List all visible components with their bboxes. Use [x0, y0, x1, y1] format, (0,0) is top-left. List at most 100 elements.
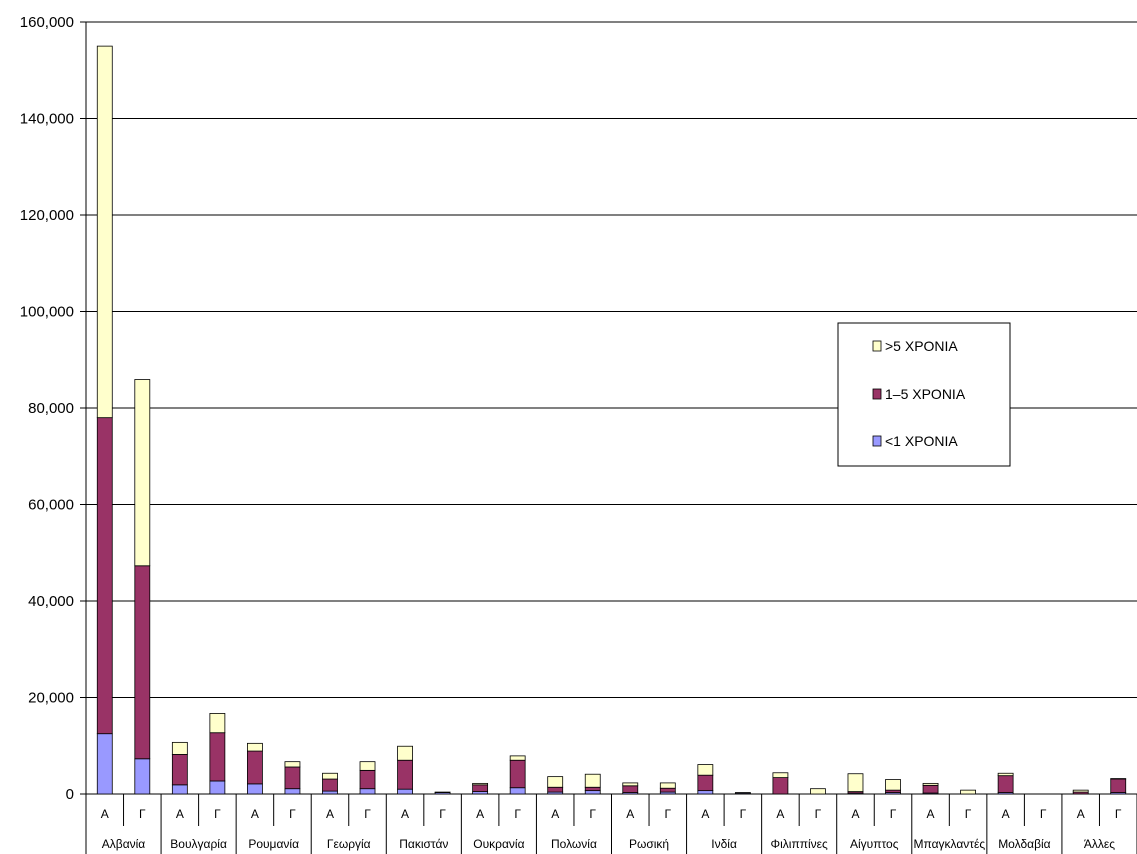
bar-segment	[397, 788, 413, 795]
bar-segment	[960, 789, 976, 795]
y-tick-label: 100,000	[20, 304, 74, 321]
y-tick-label: 60,000	[28, 497, 74, 514]
bar-segment	[1072, 789, 1089, 793]
bar-segment	[359, 769, 376, 790]
x-category-label: Ρωσική	[629, 837, 669, 851]
bar-segment	[247, 742, 263, 752]
bar-segment	[1110, 778, 1127, 793]
x-subcategory-label: Γ	[589, 807, 596, 821]
x-category-label: Βουλγαρία	[170, 837, 227, 851]
x-subcategory-label: Α	[1002, 807, 1010, 821]
bar-segment	[697, 790, 714, 795]
bars	[96, 45, 1127, 795]
bar-segment	[359, 761, 376, 771]
x-subcategory-label: Γ	[740, 807, 747, 821]
bar-segment	[772, 777, 789, 795]
bar-segment	[772, 772, 789, 778]
bar-segment	[997, 775, 1014, 793]
bar-segment	[547, 776, 564, 788]
x-category-label: Μπαγκλαντές	[913, 837, 985, 851]
x-category-label: Πολωνία	[551, 837, 597, 851]
bar-segment	[509, 759, 526, 789]
bar-segment	[359, 788, 376, 795]
x-subcategory-label: Α	[251, 807, 259, 821]
legend-label-under1: <1 ΧΡΟΝΙΑ	[885, 433, 958, 449]
legend-swatch-under1	[872, 435, 882, 447]
bar-segment	[434, 791, 451, 793]
bar-segment	[584, 773, 601, 788]
y-tick-label: 160,000	[20, 14, 74, 31]
bar-segment	[847, 773, 864, 792]
bar-segment	[247, 783, 263, 795]
bar-segment	[397, 745, 413, 761]
x-subcategory-label: Γ	[1115, 807, 1122, 821]
legend: >5 ΧΡΟΝΙΑ 1–5 ΧΡΟΝΙΑ <1 ΧΡΟΝΙΑ	[837, 322, 1011, 467]
x-subcategory-label: Γ	[214, 807, 221, 821]
x-subcategory-label: Α	[401, 807, 409, 821]
x-category-label: Ρουμανία	[248, 837, 299, 851]
bar-segment	[322, 790, 338, 795]
x-category-label: Μολδαβία	[998, 837, 1050, 851]
bar-segment	[134, 565, 151, 760]
x-subcategory-label: Γ	[664, 807, 671, 821]
x-axis: Α Γ Α Γ Α Γ Α Γ Α Γ Α Γ Α Γ Α Γ Α Γ Α Γ Α Γ Α Γ Α Γ Α Γ Αλβανία Βουλγ…	[85, 794, 1137, 854]
y-tick-label: 140,000	[20, 111, 74, 128]
x-subcategory-label: Α	[476, 807, 484, 821]
y-tick-label: 0	[66, 786, 74, 803]
bar-segment	[284, 766, 301, 790]
legend-box	[837, 322, 1011, 467]
bar-segment	[96, 45, 113, 419]
bar-segment	[697, 774, 714, 792]
x-subcategory-label: Α	[326, 807, 334, 821]
bar-segment	[96, 733, 113, 795]
x-subcategory-label: Α	[927, 807, 935, 821]
x-category-label: Αλβανία	[102, 837, 146, 851]
bar-segment	[1110, 778, 1127, 780]
bar-segment	[209, 713, 226, 734]
bar-segment	[134, 758, 151, 795]
bar-segment	[697, 764, 714, 776]
bar-segment	[997, 772, 1014, 777]
bar-segment	[209, 732, 226, 782]
x-subcategory-label: Γ	[965, 807, 972, 821]
bar-segment	[622, 782, 639, 787]
x-category-label: Πακιστάν	[399, 837, 448, 851]
y-tick-label: 20,000	[28, 690, 74, 707]
bar-segment	[922, 784, 939, 794]
bar-segment	[247, 750, 263, 785]
x-category-label: Αίγυπτος	[850, 837, 899, 851]
y-tick-label: 120,000	[20, 207, 74, 224]
x-category-label: Φιλιππίνες	[771, 837, 828, 851]
x-subcategory-label: Γ	[439, 807, 446, 821]
bar-segment	[171, 784, 188, 795]
legend-swatch-1to5	[872, 388, 882, 400]
bar-segment	[547, 786, 564, 793]
bar-segment	[659, 782, 676, 789]
bar-segment	[584, 790, 601, 795]
legend-label-over5: >5 ΧΡΟΝΙΑ	[885, 338, 958, 354]
bar-segment	[885, 779, 901, 791]
y-tick-label: 40,000	[28, 593, 74, 610]
bar-segment	[284, 788, 301, 795]
bar-segment	[659, 787, 676, 793]
x-category-label: Άλλες	[1084, 837, 1115, 851]
bar-segment	[472, 782, 489, 786]
y-axis-ticks: 0 20,000 40,000 60,000 80,000 100,000 120,000 1…	[20, 14, 87, 854]
x-subcategory-label: Α	[776, 807, 784, 821]
bar-segment	[284, 761, 301, 768]
bar-segment	[322, 772, 338, 780]
x-subcategory-label: Γ	[364, 807, 371, 821]
y-tick-label: 80,000	[28, 400, 74, 417]
x-subcategory-label: Α	[626, 807, 634, 821]
x-subcategory-label: Α	[551, 807, 559, 821]
bar-segment	[397, 759, 413, 790]
x-subcategory-label: Γ	[514, 807, 521, 821]
bar-segment	[134, 379, 151, 567]
bar-segment	[922, 782, 939, 786]
bar-segment	[734, 792, 751, 794]
bar-segment	[810, 788, 826, 795]
x-category-label: Ινδία	[711, 837, 737, 851]
x-subcategory-label: Α	[851, 807, 859, 821]
x-category-label: Ουκρανία	[473, 837, 524, 851]
x-category-label: Γεωργία	[327, 837, 371, 851]
